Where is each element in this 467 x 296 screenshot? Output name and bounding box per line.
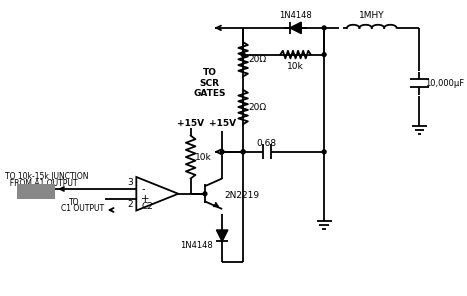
Text: 1N4148: 1N4148 xyxy=(279,11,312,20)
Polygon shape xyxy=(216,230,228,242)
Text: +: + xyxy=(141,194,150,204)
Circle shape xyxy=(322,26,326,30)
Text: 2: 2 xyxy=(128,200,134,210)
Text: 0.68: 0.68 xyxy=(257,139,277,148)
Text: +15V: +15V xyxy=(177,119,204,128)
Text: 20Ω: 20Ω xyxy=(249,102,267,112)
Text: TO: TO xyxy=(69,198,79,207)
Text: 2N2219: 2N2219 xyxy=(224,191,259,200)
Text: 1MHY: 1MHY xyxy=(359,11,385,20)
FancyBboxPatch shape xyxy=(17,184,55,199)
Circle shape xyxy=(322,53,326,57)
Polygon shape xyxy=(290,22,301,34)
Text: 20Ω: 20Ω xyxy=(249,55,267,64)
Text: TO
SCR
GATES: TO SCR GATES xyxy=(193,68,226,98)
Text: FROM A1 OUTPUT: FROM A1 OUTPUT xyxy=(5,179,77,188)
Text: 10k: 10k xyxy=(195,152,212,162)
Text: TO 10k-15k JUNCTION: TO 10k-15k JUNCTION xyxy=(5,172,88,181)
Text: 10k: 10k xyxy=(287,62,304,71)
Circle shape xyxy=(220,150,224,154)
Circle shape xyxy=(241,150,245,154)
Circle shape xyxy=(203,192,207,196)
Text: 10,000μF: 10,000μF xyxy=(425,79,464,88)
Text: +15V: +15V xyxy=(209,119,236,128)
Text: C1 OUTPUT: C1 OUTPUT xyxy=(61,204,104,213)
Circle shape xyxy=(322,150,326,154)
Circle shape xyxy=(241,150,245,154)
Text: 1N4148: 1N4148 xyxy=(180,241,212,250)
Text: -: - xyxy=(141,184,145,194)
Circle shape xyxy=(241,53,245,57)
Text: 3: 3 xyxy=(127,178,134,187)
Text: C2: C2 xyxy=(142,202,154,211)
